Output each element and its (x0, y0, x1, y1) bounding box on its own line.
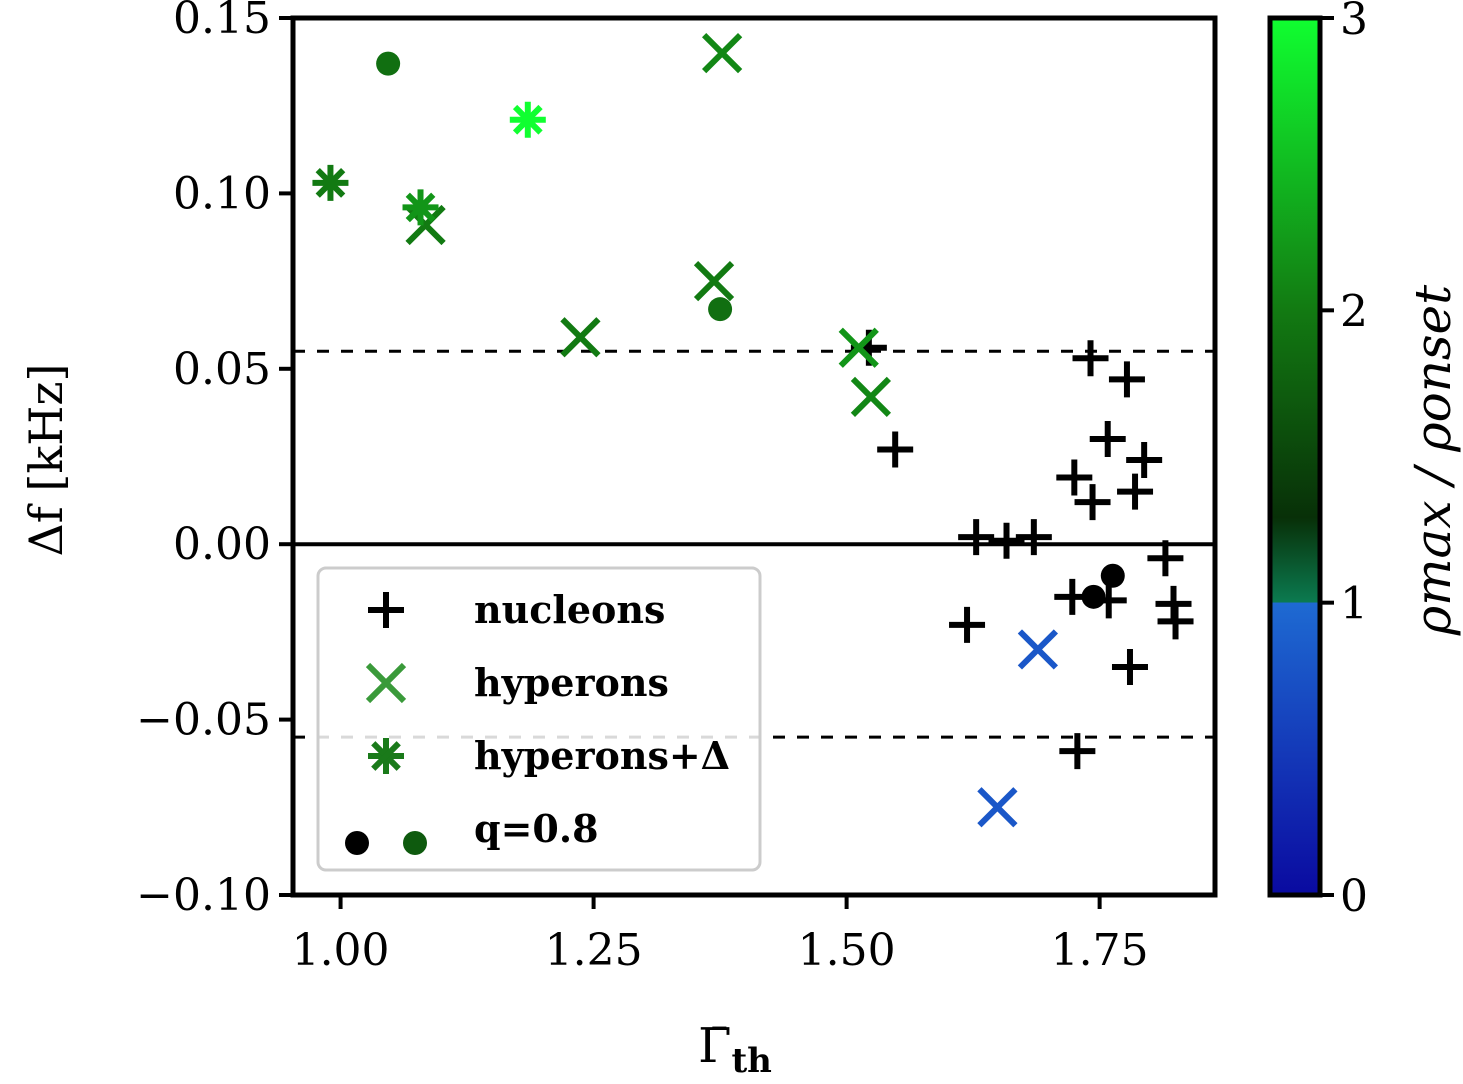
asterisk-arm (371, 741, 401, 771)
hyperons-point (977, 787, 1018, 828)
legend-marker-asterisk (368, 738, 404, 774)
x-b (405, 204, 446, 246)
colorbar-tick-label: 3 (1340, 0, 1368, 45)
x-b (693, 260, 735, 302)
x-b (977, 787, 1018, 828)
x-tick-label: 1.50 (798, 925, 896, 976)
dot (1081, 584, 1106, 609)
y-tick-label: −0.10 (136, 870, 271, 921)
hyperons-point (560, 317, 601, 358)
x-axis-label: Γ̄th (698, 1018, 772, 1080)
x-tick-label: 1.75 (1051, 925, 1149, 976)
colorbar: 0 1 2 3 ρmax / ρonset (1267, 0, 1462, 922)
nucleons-point (1074, 484, 1111, 521)
colorbar-tick-label: 1 (1340, 579, 1368, 630)
hyperons-point (838, 327, 879, 368)
dot (403, 831, 427, 855)
legend-label: q=0.8 (474, 806, 599, 851)
x-b (850, 376, 892, 417)
nucleons-point (949, 606, 986, 643)
nucleons-point (958, 519, 995, 556)
nucleons-point (877, 431, 914, 468)
nucleons-point (988, 522, 1025, 559)
y-axis-label: Δf [kHz] (19, 364, 73, 557)
x-axis: 1.00 1.25 1.50 1.75 (292, 895, 1149, 976)
legend-label: nucleons (474, 587, 665, 632)
colorbar-label: ρmax / ρonset (1404, 284, 1462, 636)
q--point (1081, 584, 1106, 609)
dot (1100, 563, 1125, 588)
hyperons-point (693, 260, 735, 302)
nucleons-point (1147, 540, 1184, 577)
nucleons-point (1072, 340, 1109, 377)
legend-marker-dot (403, 831, 427, 855)
dot (376, 51, 401, 76)
x-b (1017, 629, 1059, 670)
hyperons-point (701, 32, 743, 74)
q--point (376, 51, 401, 76)
asterisk-arm (315, 168, 346, 198)
legend-marker-x (365, 662, 407, 704)
y-tick-label: 0.15 (173, 0, 271, 44)
dot (708, 297, 733, 322)
nucleons-point (1117, 473, 1154, 510)
dot (345, 831, 369, 855)
q--point (1100, 563, 1125, 588)
x-tick-label: 1.00 (292, 925, 390, 976)
nucleons-point (1089, 420, 1126, 457)
hyperons--point (312, 164, 349, 201)
x-tick-label: 1.25 (545, 925, 643, 976)
asterisk-arm (512, 104, 543, 135)
x-b (365, 662, 407, 704)
hyperons-point (850, 376, 892, 417)
asterisk-arm (405, 192, 436, 223)
x-b (560, 317, 601, 358)
y-tick-label: −0.05 (136, 695, 271, 746)
y-axis: 0.15 0.10 0.05 0.00 −0.05 −0.10 (136, 0, 293, 921)
colorbar-tick-label: 0 (1340, 871, 1368, 922)
x-b (701, 32, 743, 74)
nucleons-point (1126, 442, 1163, 479)
nucleons-point (1056, 459, 1093, 496)
nucleons-point (1157, 603, 1194, 640)
legend-label: hyperons (474, 660, 669, 705)
nucleons-point (1015, 519, 1052, 556)
x-b (838, 327, 879, 368)
hyperons--point (402, 189, 439, 226)
y-tick-label: 0.10 (173, 168, 271, 219)
hyperons--point (509, 101, 546, 138)
nucleons-point (1111, 648, 1148, 685)
nucleons-point (1059, 733, 1096, 770)
legend-label: hyperons+Δ (474, 733, 730, 778)
plot-frame (290, 15, 1218, 898)
q--point (708, 297, 733, 322)
y-tick-label: 0.00 (173, 519, 271, 570)
hyperons-point (1017, 629, 1059, 670)
y-tick-label: 0.05 (173, 344, 271, 395)
data-marks (312, 32, 1194, 828)
colorbar-tick-label: 2 (1340, 286, 1368, 337)
nucleons-point (1108, 361, 1145, 398)
legend-marker-dot (345, 831, 369, 855)
legend: nucleons hyperons hyperons+Δ q=0.8 (316, 566, 762, 872)
legend-marker-plus (368, 592, 404, 628)
